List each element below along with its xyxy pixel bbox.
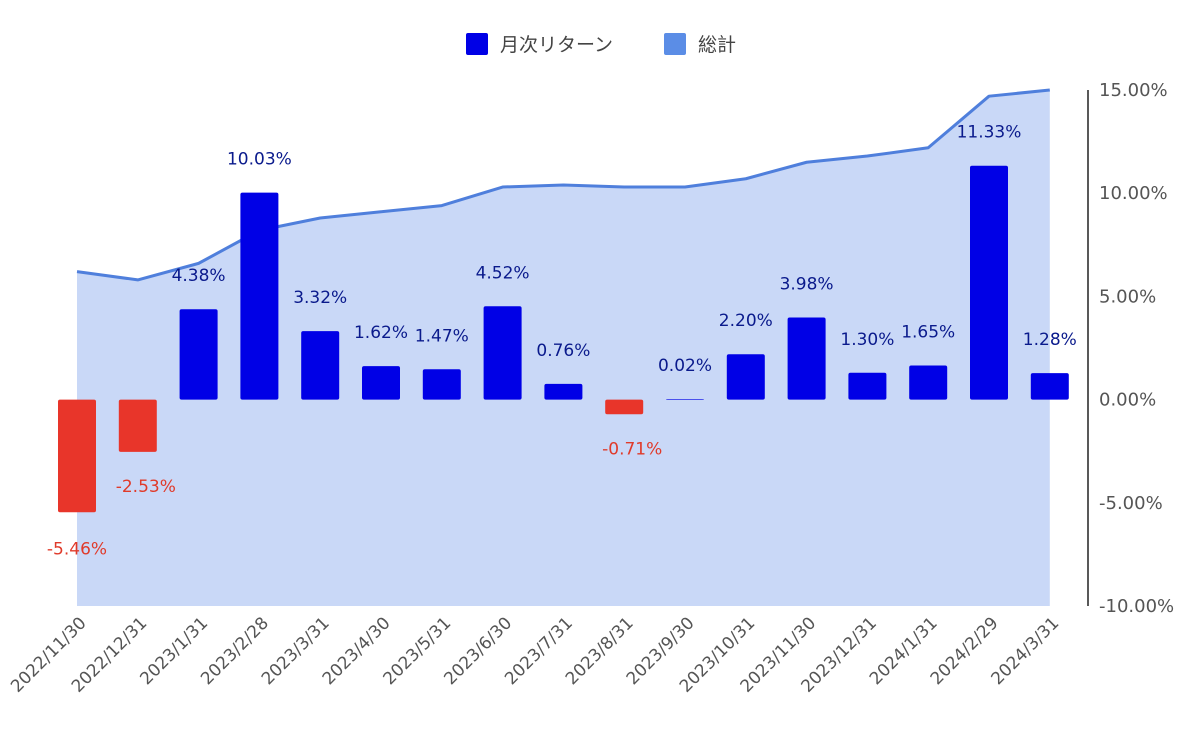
data-label-2023-1-31: 4.38% <box>172 266 226 286</box>
bar-2024-1-31 <box>909 365 948 400</box>
y-tick-label: 10.00% <box>1099 183 1168 204</box>
data-label-2022-12-31: -2.53% <box>116 477 176 497</box>
legend-label-cumulative: 総計 <box>698 34 736 56</box>
bar-2022-11-30 <box>58 399 96 513</box>
data-label-2023-2-28: 10.03% <box>227 150 292 170</box>
bar-layer <box>58 165 1069 513</box>
bar-2023-6-30 <box>483 306 522 400</box>
data-label-2023-4-30: 1.62% <box>354 323 408 343</box>
y-tick-label: -10.00% <box>1099 596 1174 617</box>
bar-2023-5-31 <box>422 369 461 400</box>
bar-2023-7-31 <box>544 383 583 400</box>
data-label-2022-11-30: -5.46% <box>47 539 107 559</box>
y-tick-label: 5.00% <box>1099 286 1156 307</box>
x-axis: 2022/11/302022/12/312023/1/312023/2/2820… <box>7 613 1063 696</box>
legend: 月次リターン 総計 <box>466 33 736 56</box>
bar-2024-3-31 <box>1030 373 1069 400</box>
data-label-2023-8-31: -0.71% <box>602 439 662 459</box>
bar-2023-10-31 <box>726 354 765 400</box>
bar-2023-9-30 <box>666 399 704 400</box>
bar-2023-8-31 <box>605 399 644 415</box>
legend-swatch-monthly-return <box>466 33 488 55</box>
data-label-2023-9-30: 0.02% <box>658 356 712 376</box>
data-label-2023-3-31: 3.32% <box>293 288 347 308</box>
data-label-2023-7-31: 0.76% <box>536 341 590 361</box>
cumulative-area-layer <box>76 88 1050 606</box>
bar-2023-11-30 <box>787 317 826 400</box>
data-label-2023-12-31: 1.30% <box>840 330 894 350</box>
data-label-2023-10-31: 2.20% <box>719 311 773 331</box>
data-label-2023-11-30: 3.98% <box>780 274 834 294</box>
data-label-2024-3-31: 1.28% <box>1023 330 1077 350</box>
legend-swatch-cumulative <box>664 33 686 55</box>
data-label-layer: -5.46% -2.53% 4.38% 10.03% 3.32% 1.62% 1.47% 4.… <box>47 123 1077 560</box>
bar-2023-4-30 <box>362 366 400 400</box>
y-tick-label: -5.00% <box>1099 493 1163 514</box>
data-label-2024-1-31: 1.65% <box>901 323 955 343</box>
data-label-2024-2-29: 11.33% <box>957 123 1022 143</box>
data-label-2023-5-31: 1.47% <box>415 326 469 346</box>
bar-2023-3-31 <box>301 331 340 400</box>
y-tick-label: 15.00% <box>1099 80 1168 101</box>
bar-2024-2-29 <box>970 165 1008 400</box>
data-label-2023-6-30: 4.52% <box>476 263 530 283</box>
legend-label-monthly-return: 月次リターン <box>500 34 613 56</box>
bar-2023-12-31 <box>848 372 887 400</box>
bar-2023-2-28 <box>240 192 279 400</box>
y-axis: 15.00% 10.00% 5.00% 0.00% -5.00% -10.00% <box>1087 80 1174 617</box>
cumulative-line <box>76 88 1050 282</box>
bar-2022-12-31 <box>118 399 157 452</box>
bar-2023-1-31 <box>179 309 218 400</box>
y-tick-label: 0.00% <box>1099 390 1156 411</box>
